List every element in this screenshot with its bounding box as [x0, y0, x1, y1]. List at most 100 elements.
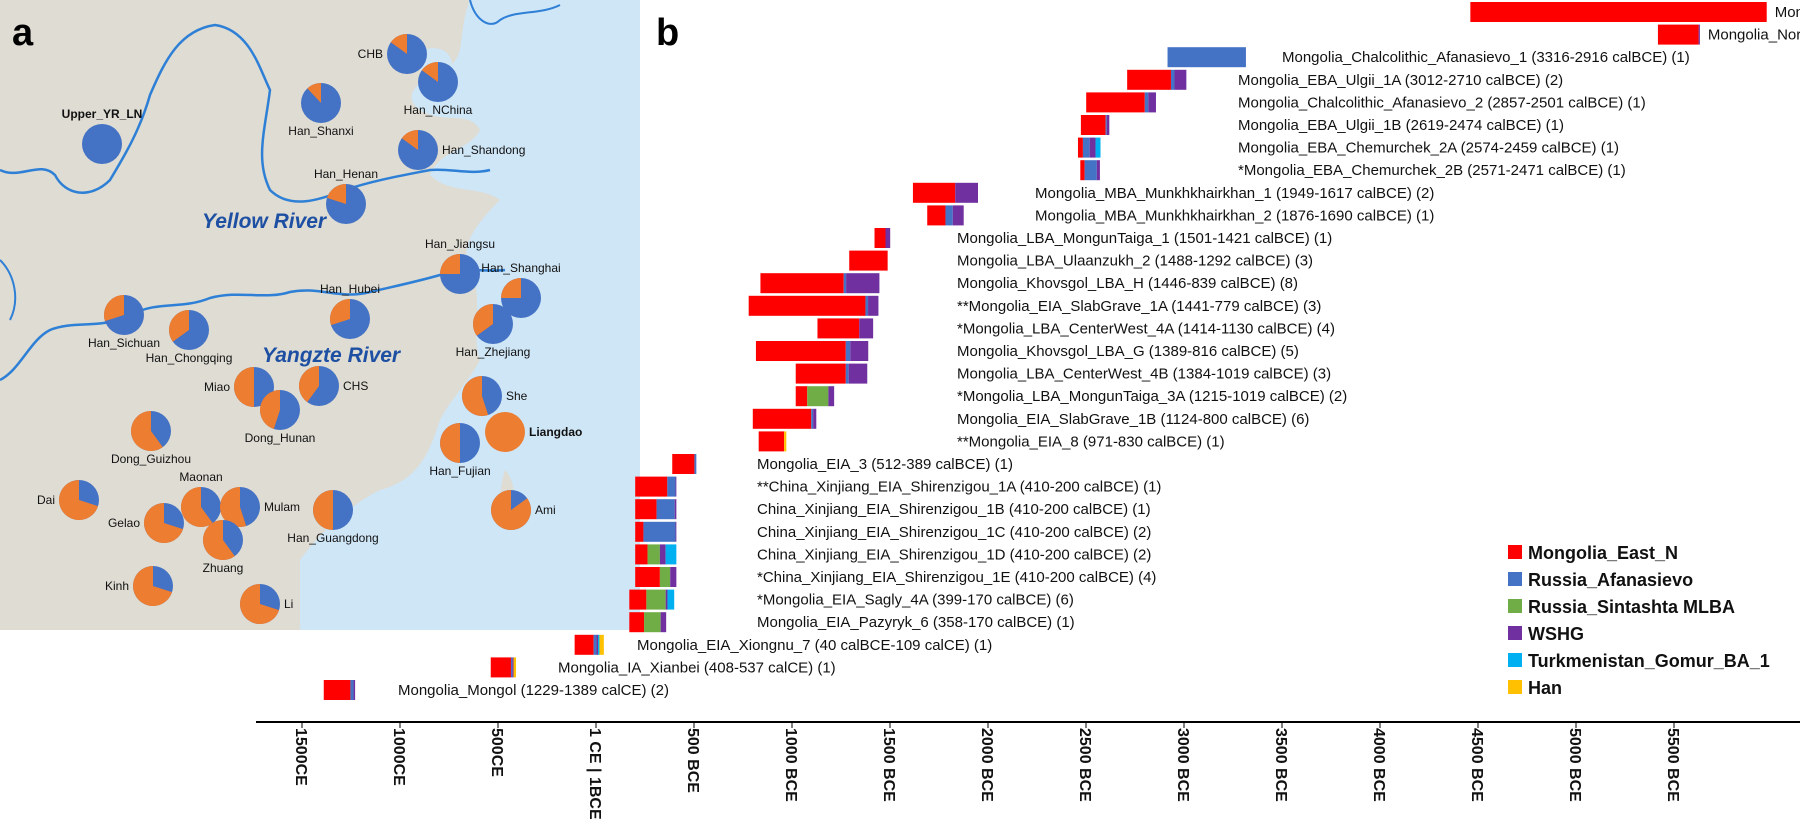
- pie-slice-orange: [168, 310, 189, 342]
- bar-segment-wshg: [353, 680, 356, 700]
- legend-label: WSHG: [1528, 624, 1584, 644]
- pie-ami: Ami: [491, 490, 556, 530]
- bar-segment-russia-afanasievo: [1170, 69, 1175, 90]
- yangtze-river-line: [0, 268, 506, 382]
- tick-1000-bce: 1000 BCE: [782, 722, 799, 802]
- pie-han-shandong: Han_Shandong: [398, 130, 525, 170]
- timeline-row-mongolia-khovsgol-lba-g-1389-816-calbce-5: Mongolia_Khovsgol_LBA_G (1389-816 calBCE…: [755, 341, 1299, 361]
- pie-label: Dong_Guizhou: [111, 452, 191, 466]
- timeline-row-label: China_Xinjiang_EIA_Shirenzigou_1B (410-2…: [757, 501, 1151, 518]
- timeline-row-mongolia-chalcolithic-afanasievo-1-3316-2916-calbce-1: Mongolia_Chalcolithic_Afanasievo_1 (3316…: [1167, 47, 1690, 68]
- tick-label: 1500 BCE: [880, 728, 897, 802]
- bar-segment-wshg: [846, 273, 880, 294]
- pie-label: Han_NChina: [404, 103, 473, 117]
- legend-label: Russia_Afanasievo: [1528, 570, 1693, 590]
- bar-segment-mongolia-east-n: [849, 250, 888, 271]
- bar-segment-mongolia-east-n: [795, 363, 846, 384]
- pie-han-hubei: Han_Hubei: [320, 282, 380, 339]
- pie-slice-orange: [144, 503, 184, 543]
- pie-label: Zhuang: [203, 561, 244, 575]
- pie-slice-orange: [461, 376, 489, 416]
- pie-han-henan: Han_Henan: [314, 167, 378, 224]
- timeline-row-mongolia-eba-chemurchek-2b-2571-2471-calbce-1: *Mongolia_EBA_Chemurchek_2B (2571-2471 c…: [1080, 160, 1626, 181]
- timeline-row-mongolia-mongol-1229-1389-calce-2: Mongolia_Mongol (1229-1389 calCE) (2): [323, 680, 669, 700]
- legend-label: Han: [1528, 678, 1562, 698]
- tick-label: 5500 BCE: [1664, 728, 1681, 802]
- bar-segment-wshg: [1174, 69, 1187, 90]
- pie-label: Ami: [535, 503, 556, 517]
- timeline-row-label: Mongolia_EIA_Xiongnu_7 (40 calBCE-109 ca…: [637, 637, 992, 654]
- bar-segment-wshg: [885, 228, 891, 248]
- timeline-row-label: *Mongolia_LBA_CenterWest_4A (1414-1130 c…: [957, 320, 1335, 337]
- pie-han-jiangsu: Han_Jiangsu: [425, 237, 495, 294]
- pie-kinh: Kinh: [105, 566, 173, 606]
- pie-label: Han_Chongqing: [146, 351, 233, 365]
- pie-slice-orange: [440, 423, 460, 463]
- timeline-row-mongolia-eia-3-512-389-calbce-1: Mongolia_EIA_3 (512-389 calBCE) (1): [672, 454, 1013, 474]
- x-axis-ticks: 1500CE 1000CE 500CE 1 CE | 1BCE 500 BCE 1000 …: [292, 722, 1681, 820]
- tick-500-bce: 500 BCE: [684, 722, 701, 793]
- pie-she: She: [461, 376, 528, 416]
- bar-segment-turkmenistan-gomur-ba-1: [665, 544, 677, 565]
- bar-segment-turkmenistan-gomur-ba-1: [597, 634, 600, 655]
- timeline-row-mongolia-eia-sagly-4a-399-170-calbce-6: *Mongolia_EIA_Sagly_4A (399-170 calBCE) …: [629, 589, 1074, 610]
- tick-label: 2500 BCE: [1076, 728, 1093, 802]
- timeline-row-mongolia-lba-ulaanzukh-2-1488-1292-calbce-3: Mongolia_LBA_Ulaanzukh_2 (1488-1292 calB…: [849, 250, 1313, 271]
- bar-segment-wshg: [670, 567, 677, 587]
- pie-label: Han_Shanxi: [288, 124, 353, 138]
- pie-li: Li: [240, 584, 293, 625]
- timeline-row-mongolia-lba-monguntaiga-1-1501-1421-calbce-1: Mongolia_LBA_MongunTaiga_1 (1501-1421 ca…: [874, 228, 1332, 248]
- tick-1000ce: 1000CE: [390, 722, 407, 786]
- timeline-row-label: *Mongolia_EBA_Chemurchek_2B (2571-2471 c…: [1238, 162, 1626, 179]
- northern-river: [469, 0, 561, 25]
- bar-segment-wshg: [660, 612, 667, 633]
- legend-entry-russia-sintashta-mlba: Russia_Sintashta MLBA: [1508, 597, 1735, 617]
- bar-segment-mongolia-east-n: [1127, 69, 1171, 90]
- bar-segment-mongolia-east-n: [817, 318, 860, 339]
- timeline-row-mongolia-eba-ulgii-1a-3012-2710-calbce-2: Mongolia_EBA_Ulgii_1A (3012-2710 calBCE)…: [1127, 69, 1563, 90]
- timeline-row-mongolia-lba-centerwest-4b-1384-1019-calbce-3: Mongolia_LBA_CenterWest_4B (1384-1019 ca…: [795, 363, 1331, 384]
- timeline-row-label: Mongolia_LBA_MongunTaiga_1 (1501-1421 ca…: [957, 230, 1332, 247]
- timeline-row-label: **Mongolia_EIA_SlabGrave_1A (1441-779 ca…: [957, 298, 1321, 315]
- bar-segment-mongolia-east-n: [760, 273, 844, 294]
- pie-slice-orange: [401, 130, 418, 150]
- map-panel: Yellow River Yangzte River Upper_YR_LN CH…: [0, 0, 640, 630]
- timeline-row-mongolia-north-n-5632-5418-calbce-7: Mongolia_North_N (5632-5418 calBCE) (7): [1657, 24, 1800, 45]
- bar-segment-russia-sintashta-mlba: [646, 589, 666, 610]
- pie-slice-orange: [103, 295, 124, 322]
- bar-segment-mongolia-east-n: [752, 408, 812, 429]
- bar-segment-wshg: [828, 386, 835, 407]
- pie-slice-orange: [313, 490, 333, 530]
- bar-segment-wshg: [1096, 160, 1100, 181]
- timeline-row-label: Mongolia_EIA_SlabGrave_1B (1124-800 calB…: [957, 411, 1309, 428]
- tick-4000-bce: 4000 BCE: [1370, 722, 1387, 802]
- bar-segment-mongolia-east-n: [1470, 2, 1767, 22]
- bar-segment-turkmenistan-gomur-ba-1: [1095, 137, 1101, 158]
- pie-slice-orange: [181, 487, 213, 527]
- bar-segment-wshg: [1698, 24, 1700, 45]
- timeline-row-label: Mongolia_North_N (5632-5418 calBCE) (7): [1708, 27, 1800, 44]
- tick-2000-bce: 2000 BCE: [978, 722, 995, 802]
- bar-segment-wshg: [1089, 137, 1096, 158]
- sea: [300, 0, 640, 630]
- pie-slice-orange: [299, 366, 319, 403]
- bar-segment-mongolia-east-n: [635, 567, 660, 587]
- bar-segment-russia-sintashta-mlba: [644, 612, 661, 633]
- timeline-row-mongolia-eia-8-971-830-calbce-1: **Mongolia_EIA_8 (971-830 calBCE) (1): [758, 431, 1225, 452]
- timeline-row-label: *China_Xinjiang_EIA_Shirenzigou_1E (410-…: [757, 569, 1156, 586]
- pie-han-shanghai: Han_Shanghai: [481, 261, 561, 318]
- timeline-row-china-xinjiang-eia-shirenzigou-1e-410-200-calbce-4: *China_Xinjiang_EIA_Shirenzigou_1E (410-…: [635, 567, 1156, 587]
- legend-label: Russia_Sintashta MLBA: [1528, 597, 1735, 617]
- tick-1500ce: 1500CE: [292, 722, 309, 786]
- bar-segment-wshg: [675, 521, 677, 542]
- pie-label: Han_Hubei: [320, 282, 380, 296]
- pie-label: Han_Henan: [314, 167, 378, 181]
- pie-slice-orange: [440, 254, 460, 274]
- bar-segment-russia-afanasievo: [1167, 47, 1246, 68]
- bar-segment-russia-afanasievo: [1082, 137, 1090, 158]
- pie-han-shanxi: Han_Shanxi: [288, 83, 354, 138]
- bar-segment-han: [599, 634, 604, 655]
- pie-slice-orange: [203, 520, 235, 560]
- pie-dong-hunan: Dong_Hunan: [245, 390, 315, 445]
